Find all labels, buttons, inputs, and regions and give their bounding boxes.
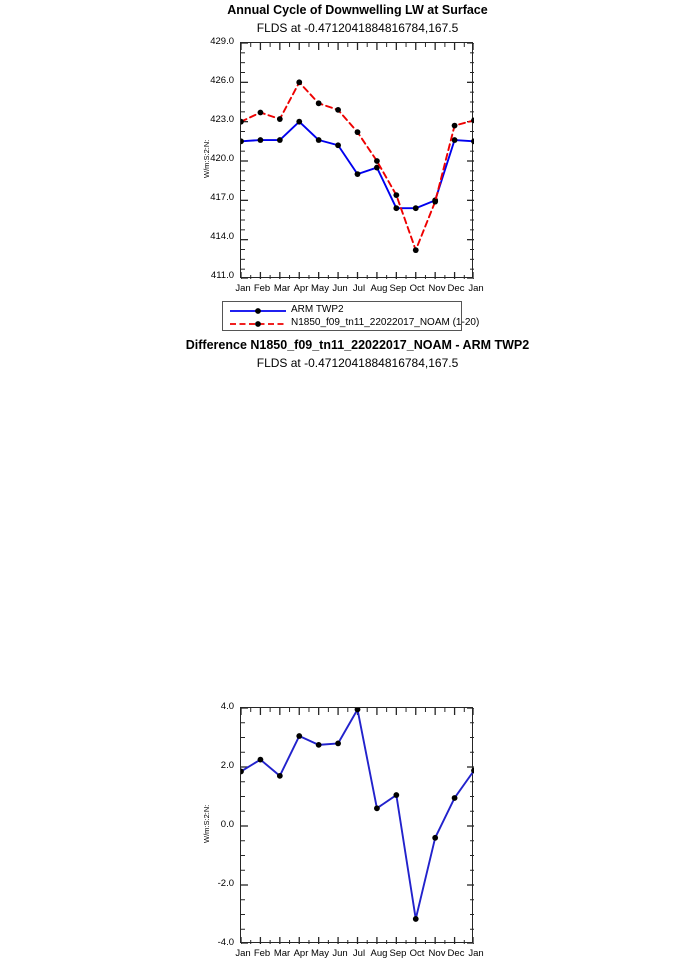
x-tick-label: May [311, 283, 329, 294]
legend-row-model[interactable]: N1850_f09_tn11_22022017_NOAM (1-20) [228, 317, 479, 331]
x-tick-label: Jun [332, 283, 348, 294]
x-tick-label: Jan [468, 283, 484, 294]
x-tick-label: Jan [468, 948, 484, 959]
x-tick-label: Dec [447, 283, 465, 294]
y-tick-label: 423.0 [210, 114, 234, 125]
panel-difference: Difference N1850_f09_tn11_22022017_NOAM … [0, 335, 675, 959]
plot-area-bottom [240, 707, 474, 944]
y-tick-label: 2.0 [220, 760, 234, 771]
x-tick-label: Mar [273, 283, 291, 294]
legend-swatch-n1850 [230, 321, 286, 327]
x-tick-label: Jan [235, 283, 251, 294]
x-tick-label: Jul [352, 283, 366, 294]
y-tick-label: 0.0 [220, 819, 234, 830]
y-tick-label: -4.0 [217, 937, 234, 948]
x-tick-label: Oct [409, 283, 425, 294]
y-tick-label: 4.0 [220, 701, 234, 712]
series-canvas-top [241, 43, 474, 279]
panel-title-bottom: Difference N1850_f09_tn11_22022017_NOAM … [185, 338, 530, 352]
y-tick-label: 411.0 [210, 270, 234, 281]
x-tick-label: Aug [370, 283, 388, 294]
legend-label-arm-twp2: ARM TWP2 [291, 304, 344, 315]
x-tick-label: Sep [389, 283, 407, 294]
y-tick-label: -2.0 [217, 878, 234, 889]
x-tick-label: Feb [253, 283, 271, 294]
panel-annual-cycle: Annual Cycle of Downwelling LW at Surfac… [0, 0, 675, 335]
y-tick-label: 420.0 [210, 153, 234, 164]
panel-subtitle-top: FLDS at -0.4712041884816784,167.5 [256, 21, 459, 35]
x-tick-label: Nov [428, 283, 446, 294]
y-tick-label: 417.0 [210, 192, 234, 203]
plot-area-top [240, 42, 474, 279]
y-tick-label: 414.0 [210, 231, 234, 242]
panel-title-top: Annual Cycle of Downwelling LW at Surfac… [227, 3, 488, 17]
legend-label-n1850: N1850_f09_tn11_22022017_NOAM (1-20) [291, 317, 480, 328]
y-tick-label: 429.0 [210, 36, 234, 47]
x-tick-label: Apr [293, 283, 309, 294]
series-canvas-bottom [241, 708, 474, 944]
panel-subtitle-bottom: FLDS at -0.4712041884816784,167.5 [256, 356, 459, 370]
legend-box: ARM TWP2 N1850_f09_tn11_22022017_NOAM (1… [222, 301, 479, 331]
y-tick-label: 426.0 [210, 75, 234, 86]
legend-swatch-arm-twp2 [230, 308, 286, 314]
legend-row-obs[interactable]: ARM TWP2 [228, 304, 460, 318]
